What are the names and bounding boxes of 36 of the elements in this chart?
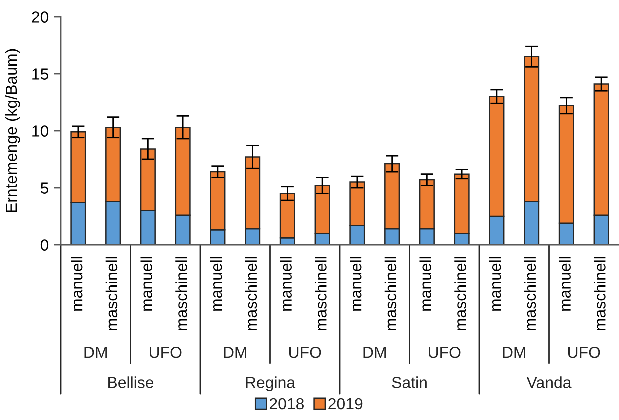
x-tick-label: maschinell bbox=[454, 257, 466, 330]
y-tick-label: 10 bbox=[32, 126, 49, 137]
text: UFO bbox=[290, 346, 322, 358]
x-tick-label: maschinell bbox=[176, 257, 188, 330]
x-tick-label: manuell bbox=[70, 257, 83, 311]
legend-label: 2019 bbox=[328, 398, 363, 410]
text: DM bbox=[364, 347, 386, 358]
x-tick-label: manuell bbox=[140, 257, 152, 311]
x-tick-label: maschinell bbox=[106, 257, 118, 330]
x-tick-label: manuell bbox=[350, 257, 362, 311]
text: Vanda bbox=[526, 376, 572, 388]
x-tick-label: maschinell bbox=[524, 257, 536, 330]
x-tick-label: manuell bbox=[489, 257, 502, 311]
x-tick-label: maschinell bbox=[384, 257, 397, 330]
x-tick-label: manuell bbox=[280, 257, 292, 311]
y-tick-label: 20 bbox=[32, 12, 49, 23]
text: Satin bbox=[392, 376, 427, 388]
y-tick-label: 15 bbox=[32, 68, 49, 80]
text: Regina bbox=[246, 376, 296, 392]
text: DM bbox=[84, 347, 107, 358]
y-tick-label: 5 bbox=[40, 182, 49, 194]
y-tick-label: 0 bbox=[40, 240, 49, 251]
x-tick-label: manuell bbox=[559, 257, 571, 311]
text: UFO bbox=[429, 346, 461, 358]
x-tick-label: manuell bbox=[420, 257, 432, 311]
text: UFO bbox=[568, 346, 600, 358]
x-tick-label: maschinell bbox=[315, 257, 327, 330]
text: DM bbox=[503, 347, 526, 358]
y-axis-title: Erntemenge (kg/Baum) bbox=[5, 49, 20, 212]
text: DM bbox=[224, 347, 246, 358]
x-tick-label: manuell bbox=[210, 257, 222, 311]
x-tick-label: maschinell bbox=[594, 257, 606, 330]
text: UFO bbox=[150, 346, 182, 358]
text: Bellise bbox=[108, 376, 154, 388]
x-tick-label: maschinell bbox=[245, 257, 258, 330]
legend-label: 2018 bbox=[270, 398, 304, 410]
